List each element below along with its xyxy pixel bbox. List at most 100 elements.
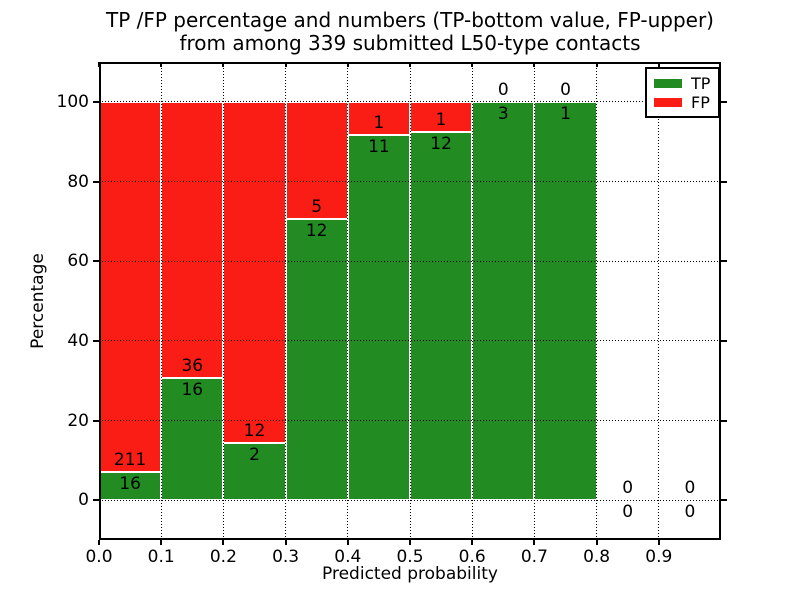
y-tick-mark-right	[721, 100, 727, 103]
vertical-gridline	[596, 62, 598, 540]
tp-count-label: 2	[249, 445, 260, 466]
x-tick-mark-top	[284, 62, 287, 67]
x-tick-mark-top	[533, 62, 536, 67]
x-tick-mark	[533, 540, 536, 545]
x-tick-label: 0.5	[396, 547, 424, 567]
tp-bar-segment	[285, 218, 348, 501]
fp-bar-segment	[285, 101, 348, 219]
legend-entry-fp: FP	[654, 93, 710, 112]
x-tick-label: 0.3	[272, 547, 300, 567]
x-tick-label: 0.2	[209, 547, 237, 567]
fp-count-label: 0	[684, 478, 696, 499]
chart-title-line2: from among 339 submitted L50-type contac…	[179, 31, 641, 55]
tp-bar-segment	[347, 135, 410, 501]
x-tick-label: 0.1	[147, 547, 175, 567]
tp-bar-segment	[223, 443, 286, 501]
vertical-gridline	[658, 62, 660, 540]
y-tick-mark	[93, 260, 99, 263]
x-tick-mark-top	[346, 62, 349, 67]
y-tick-mark	[93, 339, 99, 342]
y-tick-label: 20	[67, 410, 89, 431]
x-tick-mark	[346, 540, 349, 545]
x-tick-mark	[409, 540, 411, 545]
tp-count-label: 1	[560, 103, 571, 124]
horizontal-gridline	[99, 181, 721, 182]
x-tick-mark-top	[98, 62, 100, 67]
y-tick-mark	[93, 100, 99, 103]
x-tick-mark	[595, 540, 598, 545]
vertical-gridline	[347, 62, 349, 540]
tp-count-label: 3	[497, 103, 509, 124]
chart-title: TP /FP percentage and numbers (TP-bottom…	[0, 9, 800, 55]
x-tick-label: 0.6	[458, 547, 486, 567]
tp-bar-segment	[472, 101, 535, 501]
tp-bar-segment	[534, 101, 597, 501]
fp-bar-segment	[161, 101, 224, 378]
x-tick-label: 0.0	[85, 547, 113, 567]
x-tick-mark	[471, 540, 474, 545]
vertical-gridline	[471, 62, 473, 540]
fp-count-label: 1	[435, 110, 447, 131]
y-tick-mark	[93, 499, 99, 502]
fp-count-label: 0	[497, 79, 509, 100]
y-tick-mark-right	[721, 339, 727, 342]
vertical-gridline	[285, 62, 287, 540]
legend-swatch-fp	[654, 98, 682, 107]
fp-bar-segment	[223, 101, 286, 444]
horizontal-gridline	[99, 101, 721, 103]
chart-title-line1: TP /FP percentage and numbers (TP-bottom…	[106, 8, 714, 32]
x-tick-mark-top	[595, 62, 598, 67]
fp-bar-segment	[99, 101, 162, 473]
vertical-gridline	[222, 62, 224, 540]
x-tick-mark-top	[160, 62, 163, 67]
y-tick-mark-right	[721, 180, 727, 183]
legend: TP FP	[645, 67, 721, 118]
x-tick-mark	[222, 540, 225, 545]
x-tick-mark	[284, 540, 287, 545]
y-tick-label: 80	[67, 171, 89, 192]
y-tick-label: 100	[56, 91, 89, 112]
horizontal-gridline	[99, 260, 721, 262]
y-tick-mark-right	[721, 499, 727, 502]
x-tick-mark-top	[409, 62, 411, 67]
plot-area: 211 16 36 16 12 2 5 12 1 11 1 12 0 3 0 1 0 0 0 0	[99, 62, 721, 540]
fp-count-label: 1	[373, 113, 385, 134]
horizontal-gridline	[99, 420, 721, 421]
fp-bar-segment	[347, 101, 410, 136]
vertical-gridline	[409, 62, 411, 540]
tp-count-label: 12	[430, 134, 452, 155]
y-tick-label: 60	[67, 251, 89, 272]
horizontal-gridline	[99, 499, 721, 501]
x-tick-mark-top	[222, 62, 225, 67]
tp-bar-segment	[99, 472, 162, 501]
x-tick-mark	[160, 540, 163, 545]
tp-bar-segment	[410, 132, 473, 501]
x-tick-label: 0.7	[520, 547, 548, 567]
y-tick-mark-right	[721, 260, 727, 263]
y-tick-label: 0	[78, 490, 89, 511]
tp-count-label: 11	[368, 137, 390, 158]
x-tick-mark	[657, 540, 660, 545]
fp-count-label: 0	[622, 478, 634, 499]
legend-label-fp: FP	[691, 93, 710, 112]
tp-count-label: 0	[684, 502, 696, 523]
fp-count-label: 0	[560, 79, 571, 100]
x-tick-mark-top	[657, 62, 660, 67]
x-tick-mark-top	[471, 62, 474, 67]
y-tick-mark	[93, 419, 99, 422]
vertical-gridline	[160, 62, 162, 540]
fp-count-label: 5	[311, 196, 323, 217]
tp-count-label: 16	[181, 379, 204, 400]
fp-count-label: 211	[113, 450, 147, 471]
x-tick-label: 0.8	[583, 547, 611, 567]
y-tick-mark	[93, 180, 99, 183]
tp-count-label: 12	[305, 220, 328, 241]
fp-count-label: 12	[243, 421, 266, 442]
horizontal-gridline	[99, 340, 721, 342]
legend-label-tp: TP	[691, 74, 711, 93]
x-tick-label: 0.4	[334, 547, 362, 567]
vertical-gridline	[533, 62, 535, 540]
x-axis-label: Predicted probability	[322, 564, 498, 584]
legend-swatch-tp	[654, 79, 682, 88]
